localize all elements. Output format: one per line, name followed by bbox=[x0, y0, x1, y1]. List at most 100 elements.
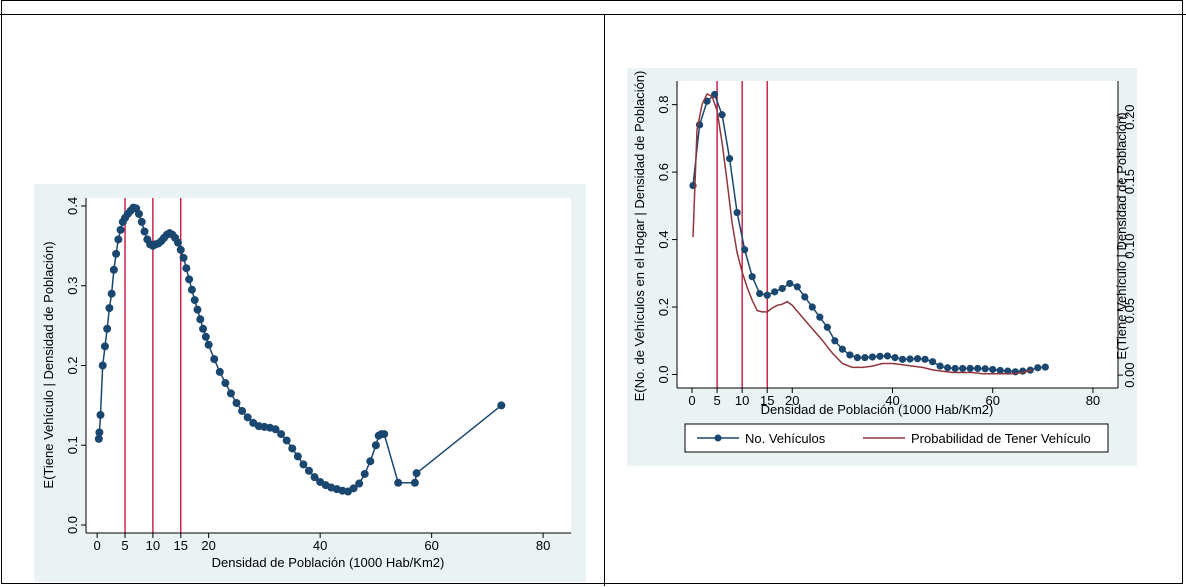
c2-series-0-point bbox=[703, 97, 711, 105]
c1-series-0-point bbox=[176, 245, 185, 254]
c2-y2-tick-label: 0.00 bbox=[1122, 362, 1137, 387]
c1-x-tick-label: 40 bbox=[313, 538, 327, 553]
c2-x-tick-label: 0 bbox=[688, 393, 695, 408]
c2-series-0-point bbox=[861, 354, 869, 362]
chart2-series bbox=[689, 90, 1049, 376]
c2-series-0-point bbox=[786, 279, 794, 288]
c2-x-tick-label: 15 bbox=[760, 393, 774, 408]
c1-series-0-point bbox=[204, 340, 213, 349]
c1-y-tick-label: 0.2 bbox=[65, 356, 80, 374]
c1-series-0-point bbox=[380, 430, 389, 439]
c1-series-0-point bbox=[394, 478, 403, 487]
chart1-y-ticks: 0.0 0.1 0.2 0.3 0.4 bbox=[65, 197, 86, 534]
c2-series-0-point bbox=[846, 351, 854, 359]
c1-series-0-point bbox=[288, 444, 297, 453]
c2-series-0-point bbox=[756, 289, 764, 298]
c1-series-0-point bbox=[366, 457, 375, 466]
c1-series-0-point bbox=[182, 264, 191, 273]
c2-series-0-point bbox=[1034, 364, 1042, 372]
c2-y-tick-label: 0.6 bbox=[656, 163, 671, 181]
c1-series-0-point bbox=[410, 478, 419, 487]
c2-x-tick-label: 5 bbox=[713, 393, 720, 408]
c2-series-0-point bbox=[951, 364, 959, 373]
c2-series-1-line bbox=[692, 93, 1033, 375]
chart2-y2-ticks: 0.00 0.05 0.10 0.15 0.20 bbox=[1118, 104, 1137, 388]
c2-series-0-point bbox=[928, 358, 937, 366]
c1-series-0-point bbox=[95, 428, 104, 437]
c1-series-0-point bbox=[116, 225, 125, 234]
c2-y-tick-label: 0.8 bbox=[656, 96, 671, 114]
c1-series-0-point bbox=[193, 305, 202, 314]
c1-x-tick-label: 60 bbox=[424, 538, 438, 553]
c2-x-tick-label: 40 bbox=[885, 393, 899, 408]
c1-series-0-point bbox=[232, 398, 241, 407]
c2-series-0-point bbox=[741, 246, 749, 254]
c2-series-0-point bbox=[831, 337, 839, 345]
c1-x-tick-label: 5 bbox=[121, 538, 128, 553]
c1-series-0-point bbox=[215, 367, 224, 376]
c2-series-0-point bbox=[801, 293, 809, 301]
c1-series-0-point bbox=[179, 253, 188, 262]
c2-y-tick-label: 0.0 bbox=[656, 365, 671, 383]
c2-series-0-point bbox=[974, 364, 982, 373]
c2-y2-tick-label: 0.05 bbox=[1122, 298, 1137, 323]
c2-y2-tick-label: 0.20 bbox=[1122, 104, 1137, 129]
c2-x-tick-label: 80 bbox=[1086, 393, 1100, 408]
c1-series-0-point bbox=[103, 324, 112, 333]
c1-series-0-point bbox=[96, 410, 105, 419]
c2-x-tick-label: 10 bbox=[735, 393, 749, 408]
c1-series-0-point bbox=[304, 466, 313, 475]
chart2-y-ticks: 0.0 0.2 0.4 0.6 0.8 bbox=[656, 96, 677, 384]
c2-series-0-point bbox=[906, 355, 914, 363]
legend-label-probability: Probabilidad de Tener Vehículo bbox=[911, 431, 1091, 446]
c2-series-0-point bbox=[718, 111, 726, 119]
c1-series-0-point bbox=[185, 275, 194, 284]
c2-series-0-point bbox=[966, 364, 974, 373]
legend-label-vehicles: No. Vehículos bbox=[745, 431, 826, 446]
chart-density-vehicles: 0 5 10 15 20 40 60 80 0.00.20.40.60.8 0.000.050… bbox=[627, 68, 1137, 466]
c2-series-0-point bbox=[823, 323, 831, 331]
c2-series-0-point bbox=[944, 364, 952, 372]
c1-x-tick-label: 80 bbox=[536, 538, 550, 553]
c2-series-0-point bbox=[733, 208, 741, 217]
c2-x-tick-label: 60 bbox=[985, 393, 999, 408]
c2-series-0-point bbox=[771, 288, 779, 296]
c1-series-0-point bbox=[114, 235, 123, 244]
c1-y-tick-label: 0.4 bbox=[65, 197, 80, 215]
chart2-plot-area bbox=[677, 81, 1118, 388]
c2-series-0-point bbox=[898, 355, 907, 363]
chart1-x-ticks: 0 5 10 15 20 40 60 80 bbox=[94, 533, 550, 553]
c1-series-0-point bbox=[371, 441, 380, 450]
c2-series-0-point bbox=[726, 154, 734, 163]
c1-series-0-point bbox=[293, 452, 302, 461]
c2-series-0-point bbox=[921, 355, 929, 363]
c1-series-0-point bbox=[173, 238, 182, 247]
c1-series-0-point bbox=[238, 406, 247, 415]
c1-series-0-point bbox=[134, 209, 143, 218]
panel-divider bbox=[604, 14, 605, 586]
c1-series-0-point bbox=[112, 249, 121, 258]
c2-x-tick-label: 20 bbox=[785, 393, 799, 408]
c2-series-0-point bbox=[876, 352, 884, 360]
c1-series-0-point bbox=[221, 379, 230, 388]
c1-series-0-point bbox=[360, 469, 369, 478]
c1-series-0-point bbox=[94, 434, 103, 443]
chart2-y-axis-label: E(No. de Vehículos en el Hogar | Densida… bbox=[632, 71, 647, 402]
chart1-plot-area bbox=[86, 198, 571, 533]
c1-series-0-point bbox=[140, 227, 149, 236]
c2-series-0-point bbox=[936, 362, 944, 370]
c2-series-0-point bbox=[748, 273, 756, 281]
c2-series-0-point bbox=[981, 365, 989, 373]
chart-density-probability: 0 5 10 15 20 40 60 80 0.0 0.1 0.2 0.3 0.4 Densidad … bbox=[34, 184, 586, 582]
c1-series-0-point bbox=[105, 304, 114, 313]
c1-series-0-point bbox=[497, 401, 506, 410]
c1-series-0-point bbox=[282, 436, 291, 445]
c2-series-0-point bbox=[808, 303, 816, 311]
legend-marker-vehicles bbox=[714, 434, 722, 442]
c2-series-0-point bbox=[793, 283, 801, 291]
c1-series-0-point bbox=[201, 332, 210, 341]
c1-series-0-point bbox=[210, 355, 219, 364]
c2-series-0-point bbox=[996, 366, 1004, 375]
c2-y-tick-label: 0.4 bbox=[656, 231, 671, 249]
